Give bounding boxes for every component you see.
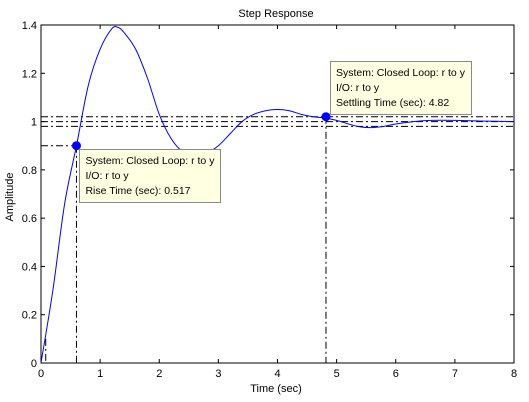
datatip-line: Settling Time (sec): 4.82 (335, 97, 450, 109)
x-tick-label: 1 (97, 368, 103, 380)
y-tick-label: 1 (31, 117, 37, 129)
datatip-line: I/O: r to y (85, 169, 129, 182)
datatip-marker (321, 112, 331, 122)
x-tick-label: 5 (334, 368, 340, 380)
datatip-box[interactable]: System: Closed Loop: r to y I/O: r to y Se… (329, 61, 472, 115)
x-tick-label: 8 (511, 368, 517, 380)
y-tick-label: 0 (31, 358, 37, 370)
datatip-line: Rise Time (sec): 0.517 (85, 184, 191, 197)
x-tick-label: 3 (215, 368, 221, 380)
x-tick-label: 7 (452, 368, 458, 380)
y-tick-label: 0.4 (22, 261, 37, 273)
datatip-line: System: Closed Loop: r to y (335, 67, 465, 79)
y-tick-label: 0.8 (22, 165, 37, 177)
datatip-marker (71, 141, 81, 151)
y-tick-label: 0.6 (22, 213, 37, 225)
x-axis-label: Time (sec) (250, 383, 302, 395)
x-tick-label: 4 (274, 368, 280, 380)
datatip-line: System: Closed Loop: r to y (85, 154, 215, 167)
x-tick-label: 6 (393, 368, 399, 380)
y-tick-label: 1.4 (22, 20, 37, 32)
chart-title: Step Response (238, 8, 313, 20)
y-tick-label: 1.2 (22, 68, 37, 80)
step-response-line (40, 25, 515, 364)
datatip-box[interactable]: System: Closed Loop: r to y I/O: r to y Ri… (79, 148, 222, 203)
datatip-line: I/O: r to y (335, 82, 380, 94)
y-axis-label: Amplitude (4, 173, 16, 222)
y-tick-label: 0.2 (22, 310, 37, 322)
plot-area: 0 1 2 3 4 5 6 7 8 0 0.2 0.4 0.6 0.8 1 1.2 1.4 (22, 20, 517, 380)
x-tick-label: 0 (38, 368, 44, 380)
x-tick-label: 2 (156, 368, 162, 380)
